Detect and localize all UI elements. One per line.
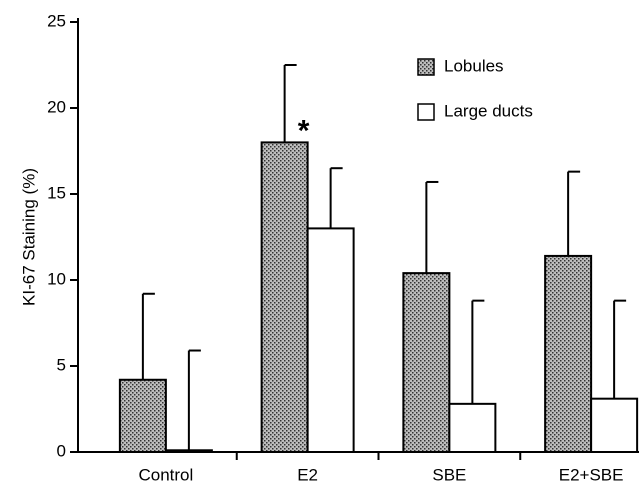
bar (544, 254, 593, 453)
y-axis-label: KI-67 Staining (%) (19, 168, 38, 306)
bar (306, 227, 355, 453)
x-tick-label: SBE (432, 465, 466, 484)
legend-swatch (417, 103, 435, 121)
bar (590, 397, 639, 453)
bar (164, 449, 213, 453)
bar (260, 141, 309, 453)
bar (118, 378, 167, 454)
legend-label: Large ducts (444, 101, 533, 120)
x-tick-label: Control (138, 465, 193, 484)
y-tick-label: 10 (47, 269, 66, 288)
bar (402, 272, 451, 453)
bar (448, 402, 497, 453)
legend-label: Lobules (444, 56, 504, 75)
x-tick-label: E2+SBE (559, 465, 624, 484)
y-tick-label: 20 (47, 97, 66, 116)
x-tick-label: E2 (297, 465, 318, 484)
annotation: * (298, 114, 310, 147)
y-tick-label: 0 (57, 441, 66, 460)
y-tick-label: 25 (47, 11, 66, 30)
y-tick-label: 5 (57, 355, 66, 374)
legend-swatch (417, 58, 435, 76)
y-tick-label: 15 (47, 183, 66, 202)
